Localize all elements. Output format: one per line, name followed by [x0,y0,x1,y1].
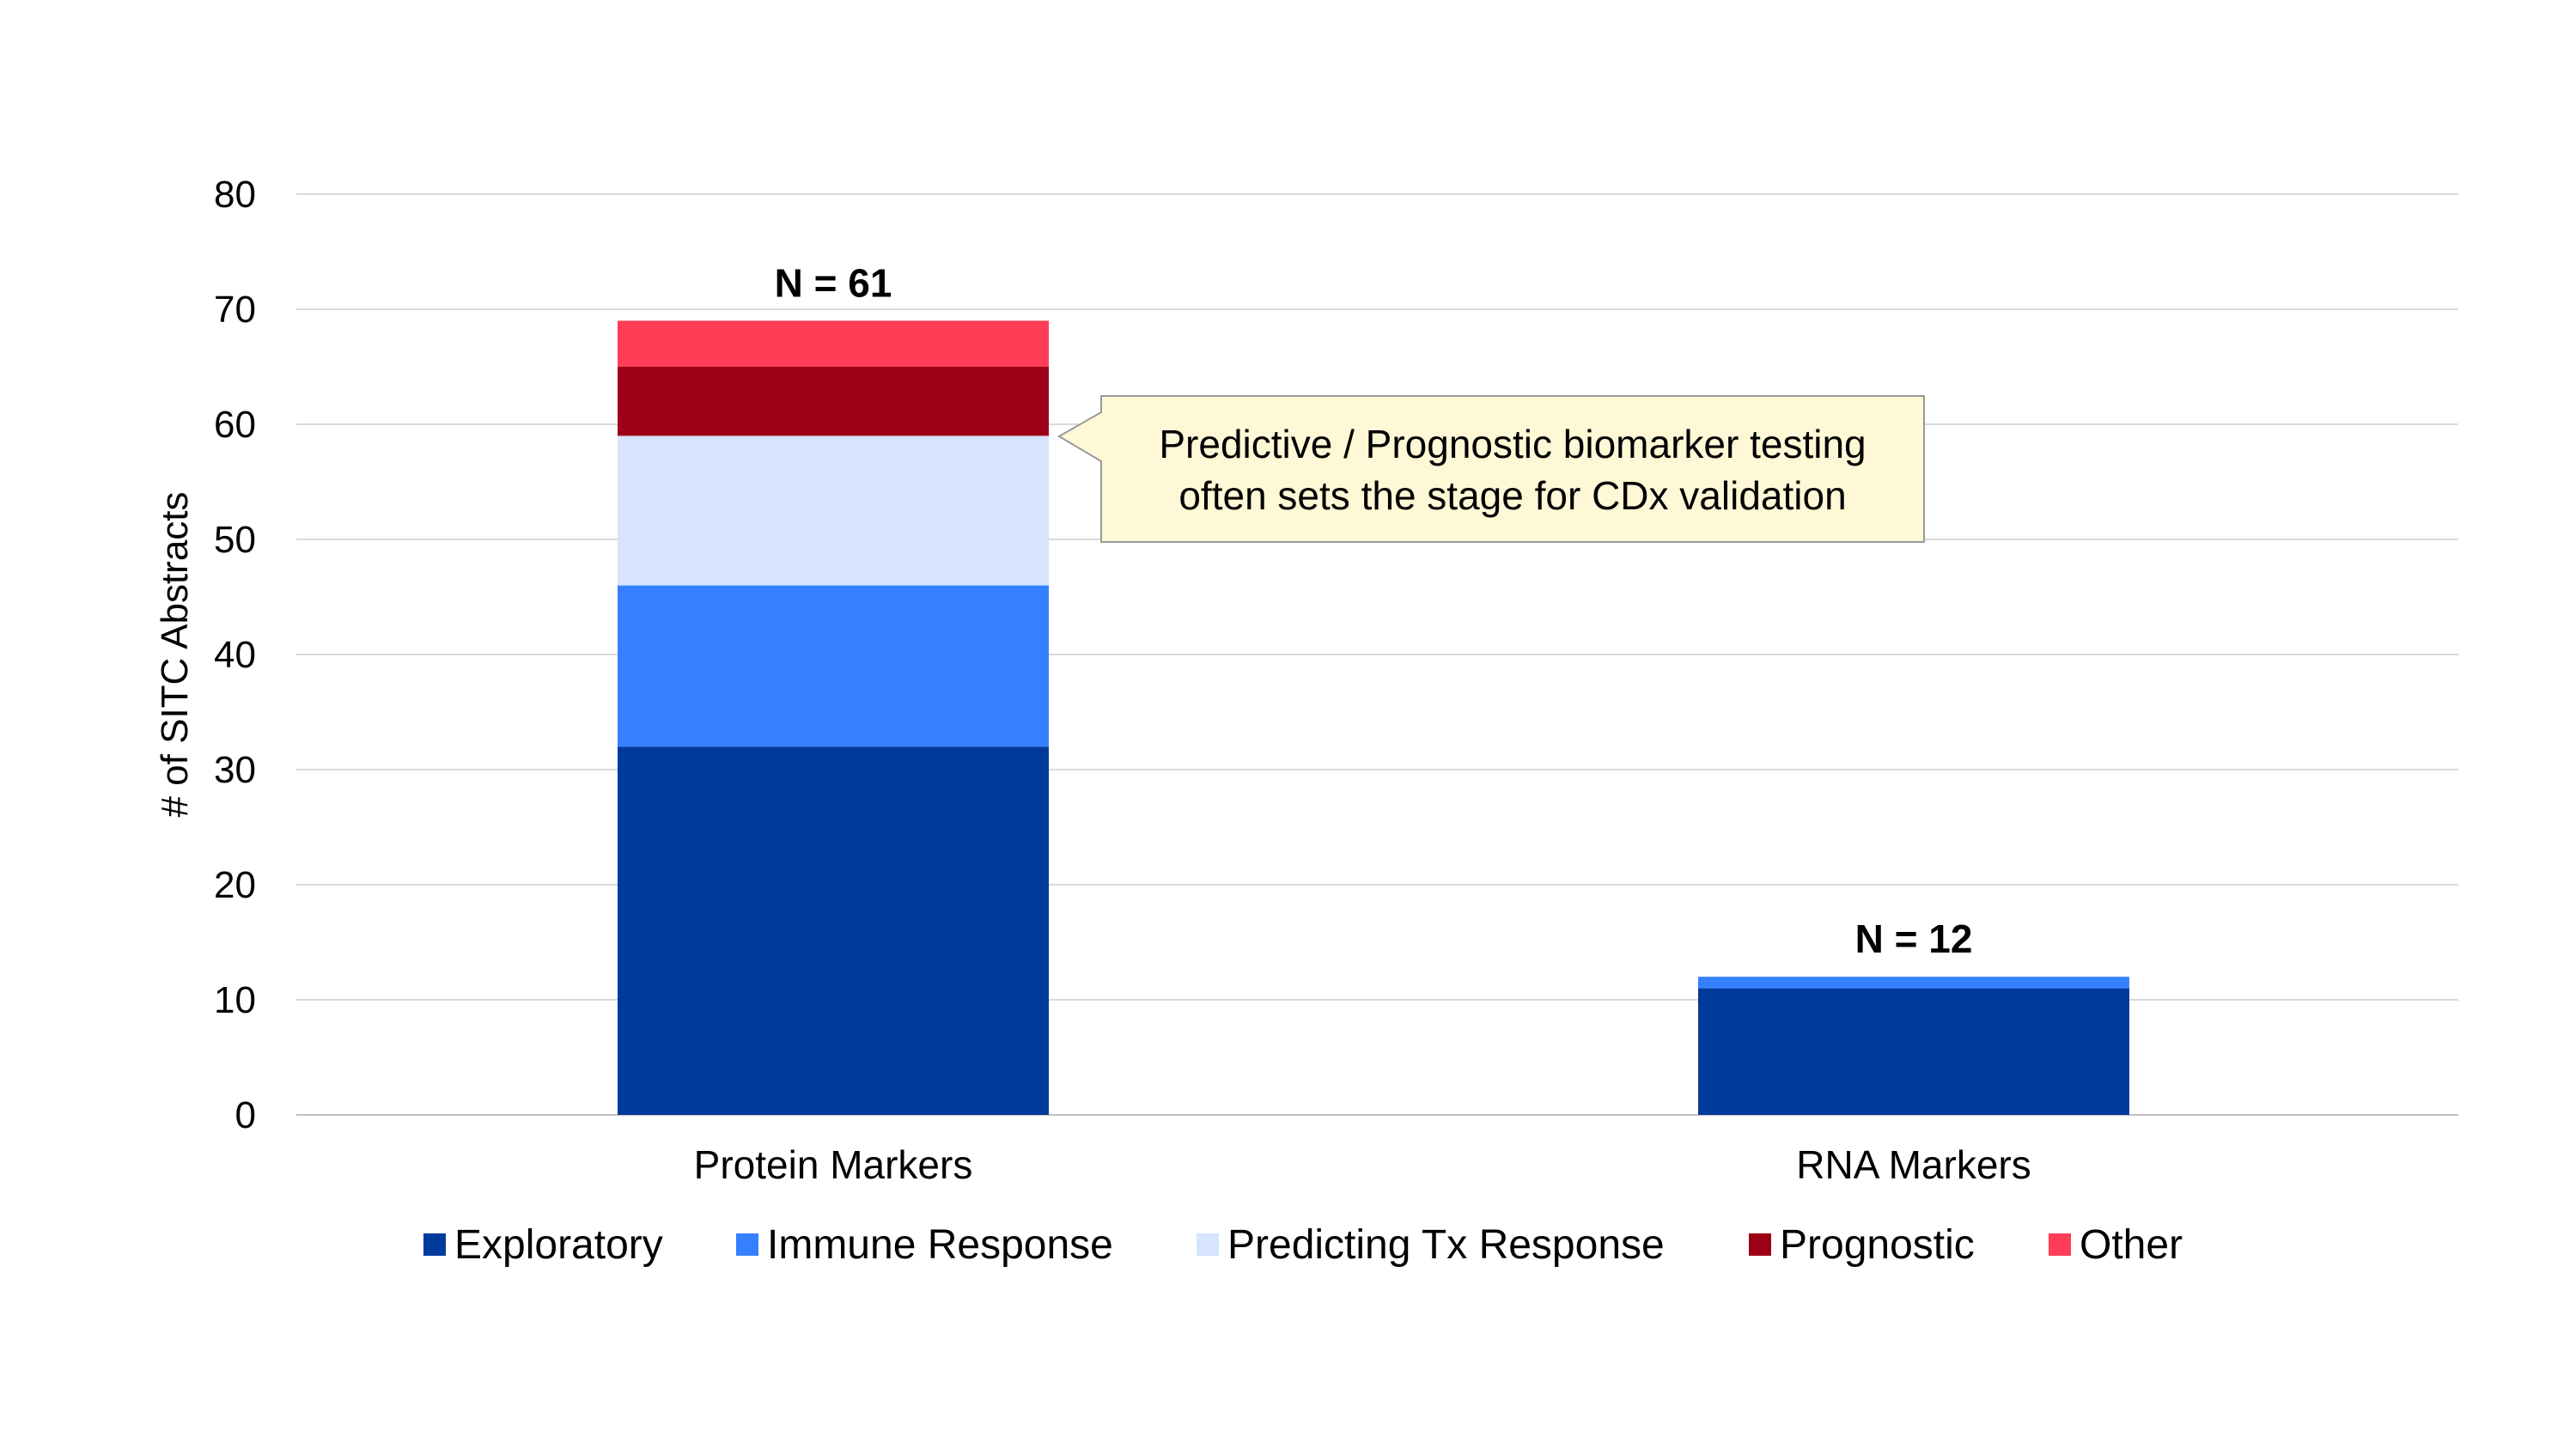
y-axis-ticks: 0 10 20 30 40 50 60 70 80 [214,174,256,1136]
legend-swatch [423,1233,446,1256]
x-category-label: Protein Markers [694,1142,973,1187]
bar-total-label: N = 12 [1855,916,1973,961]
legend-label: Immune Response [767,1222,1113,1268]
callout-line-2: often sets the stage for CDx validation [1178,473,1846,518]
bar-segment [1698,988,2129,1115]
bar-total-label: N = 61 [775,260,892,305]
y-tick-label: 20 [214,864,256,906]
legend-swatch [2049,1233,2071,1256]
bar-segment [618,746,1049,1115]
y-tick-label: 10 [214,979,256,1021]
callout-annotation: Predictive / Prognostic biomarker testin… [1057,395,1925,543]
x-category-label: RNA Markers [1796,1142,2031,1187]
y-tick-label: 0 [235,1094,256,1136]
legend-label: Other [2080,1222,2183,1268]
y-tick-label: 60 [214,404,256,446]
legend-swatch [1749,1233,1771,1256]
x-axis-categories: Protein Markers RNA Markers [694,1142,2031,1187]
bar-segment [618,435,1049,586]
legend-label: Exploratory [454,1222,663,1268]
callout-box [1057,395,1925,543]
bar-segment [618,585,1049,747]
y-tick-label: 50 [214,519,256,561]
y-tick-label: 30 [214,749,256,791]
y-tick-label: 80 [214,174,256,216]
bar-segment [618,320,1049,367]
callout-line-1: Predictive / Prognostic biomarker testin… [1159,422,1866,466]
y-tick-label: 40 [214,634,256,676]
y-axis-label: # of SITC Abstracts [154,491,196,817]
legend-swatch [1197,1233,1219,1256]
legend-label: Predicting Tx Response [1227,1222,1665,1268]
bar-segment [1698,977,2129,989]
y-tick-label: 70 [214,289,256,331]
legend-swatch [736,1233,758,1256]
bar-totals: N = 61 N = 12 [775,260,1973,961]
bar-segment [618,367,1049,436]
bars [618,320,2129,1115]
legend-label: Prognostic [1780,1222,1975,1268]
legend: Exploratory Immune Response Predicting Tx … [423,1222,2183,1268]
